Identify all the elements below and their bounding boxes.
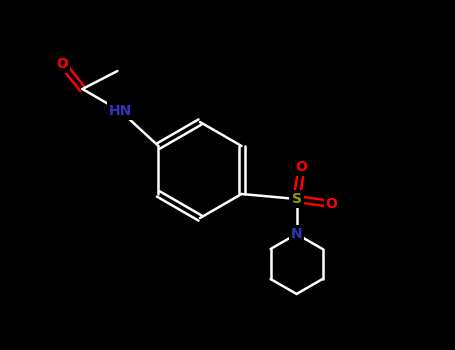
Text: O: O [56, 57, 68, 71]
Text: S: S [292, 192, 302, 206]
Text: HN: HN [109, 104, 132, 118]
Text: O: O [326, 197, 338, 211]
Text: O: O [296, 160, 308, 174]
Text: N: N [291, 227, 303, 241]
